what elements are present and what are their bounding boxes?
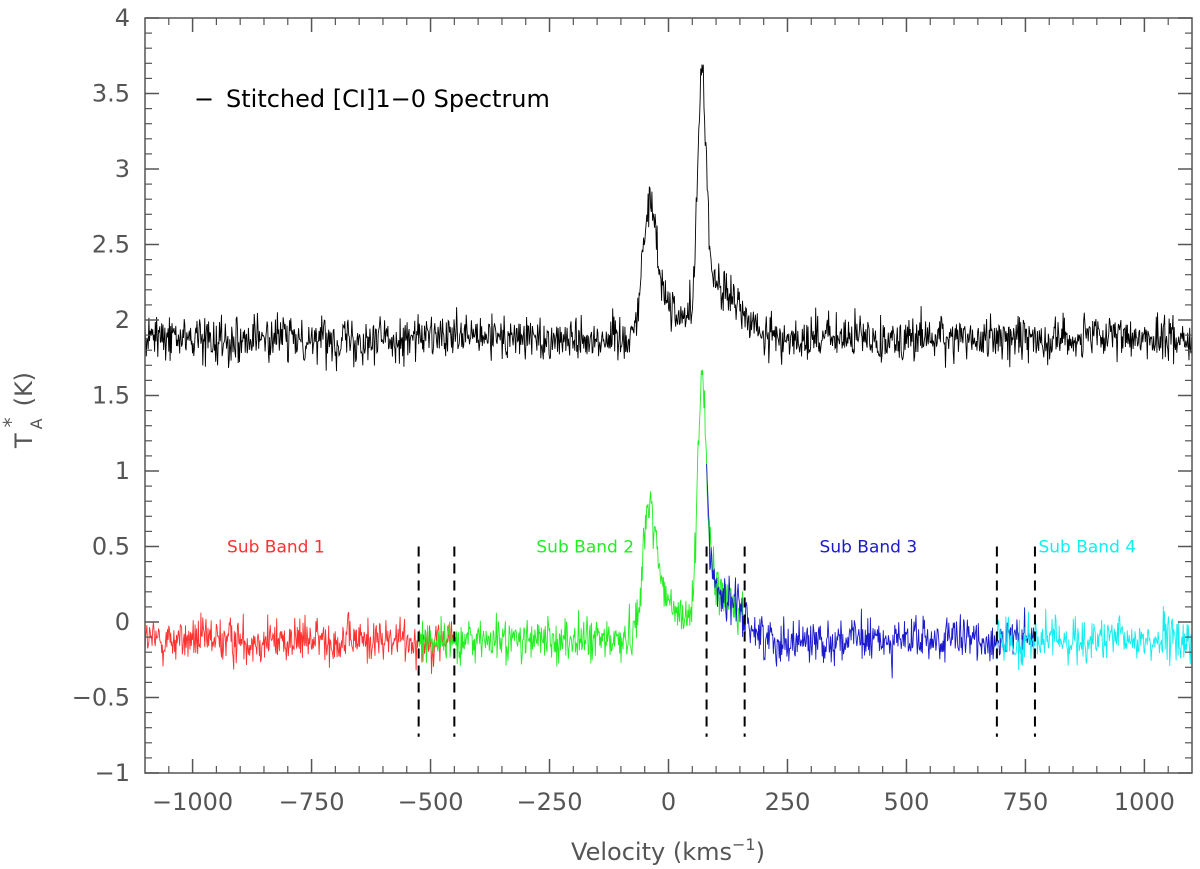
x-tick-label: 750 [1003, 788, 1049, 816]
x-tick-label: −250 [517, 788, 583, 816]
y-tick-label: 4 [115, 4, 130, 32]
series-line-stitched [145, 64, 1192, 372]
svg-text:T*A(K): T * A (K) [0, 372, 46, 449]
y-tick-label: −0.5 [72, 684, 130, 712]
y-axis-label-main: T [10, 433, 38, 449]
y-tick-label: 0 [115, 608, 130, 636]
y-tick-label: 2 [115, 306, 130, 334]
band-label-4: Sub Band 4 [1038, 538, 1136, 558]
legend: − Stitched [CI]1−0 Spectrum [194, 85, 550, 113]
y-tick-label: 1 [115, 457, 130, 485]
y-axis-label: T * A (K) [0, 372, 46, 449]
y-axis-label-star: * [0, 417, 23, 427]
legend-label: Stitched [CI]1−0 Spectrum [226, 85, 550, 113]
series-line-sub-band-3 [706, 463, 1036, 679]
x-axis-label-close: ) [756, 838, 765, 866]
series-line-sub-band-1 [145, 611, 455, 674]
x-tick-label: −500 [398, 788, 464, 816]
x-tick-label: −1000 [152, 788, 233, 816]
y-tick-label: 3 [115, 155, 130, 183]
y-axis-label-unit: (K) [10, 372, 38, 406]
axis-ticks: −1000 −750 −500 −250 0 250 500 750 1000−1−0.500.… [72, 4, 1192, 816]
x-tick-label: 500 [884, 788, 930, 816]
band-label-2: Sub Band 2 [536, 538, 634, 558]
plot-area [145, 64, 1192, 679]
y-tick-label: 3.5 [92, 80, 130, 108]
series-line-sub-band-4 [996, 606, 1192, 671]
y-tick-label: 1.5 [92, 382, 130, 410]
band-boundary-markers [417, 546, 1036, 737]
y-axis-label-sub: A [27, 418, 46, 429]
plot-frame [144, 17, 1193, 774]
x-tick-label: 0 [661, 788, 676, 816]
x-axis-label-exponent: −1 [732, 835, 756, 854]
band-label-3: Sub Band 3 [820, 538, 918, 558]
x-tick-label: −750 [279, 788, 345, 816]
y-tick-label: −1 [95, 759, 130, 787]
y-tick-label: 2.5 [92, 231, 130, 259]
x-axis-label: Velocity (kms−1) [571, 835, 765, 866]
x-tick-label: 250 [765, 788, 811, 816]
series-line-sub-band-2 [418, 369, 745, 667]
band-labels: Sub Band 1 Sub Band 2 Sub Band 3 Sub Band 4 [227, 538, 1136, 558]
x-tick-label: 1000 [1114, 788, 1175, 816]
y-tick-label: 0.5 [92, 533, 130, 561]
x-axis-label-main: Velocity (kms [571, 838, 732, 866]
band-label-1: Sub Band 1 [227, 538, 325, 558]
legend-marker: − [194, 85, 214, 113]
